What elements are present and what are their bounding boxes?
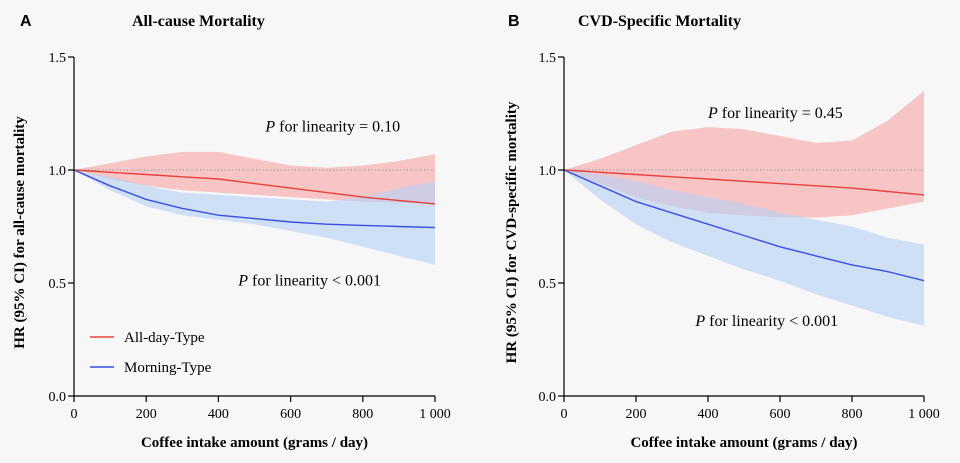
y-tick-label: 0.5	[49, 277, 67, 292]
chart-panel-b: B CVD-Specific Mortality 0.0 0.5 1.0 1.5 0 200 4…	[504, 13, 940, 451]
x-axis-title: Coffee intake amount (grams / day)	[630, 435, 857, 451]
linearity-annotation: P for linearity = 0.45	[707, 105, 843, 122]
x-tick-label: 600	[280, 407, 301, 422]
panel-letter: B	[508, 13, 520, 30]
ci-band-morning-type	[74, 170, 435, 265]
linearity-annotation: P for linearity < 0.001	[237, 272, 381, 289]
linearity-annotation: P for linearity = 0.10	[264, 119, 400, 136]
x-tick-label: 200	[626, 407, 647, 422]
y-tick-label: 1.0	[49, 164, 67, 179]
y-axis-title: HR (95% CI) for CVD-specific mortality	[504, 101, 520, 363]
x-tick-label: 800	[842, 407, 863, 422]
annotation-text: for linearity = 0.10	[275, 119, 400, 136]
y-tick-label: 1.5	[49, 51, 67, 66]
annotation-p-symbol: P	[707, 105, 718, 122]
annotation-text: for linearity < 0.001	[705, 313, 838, 330]
x-tick-label: 0	[71, 407, 78, 422]
series-line-morning-type	[73, 169, 436, 229]
y-axis-title: HR (95% CI) for all-cause mortality	[12, 116, 28, 349]
series-line-all-day-type	[563, 169, 925, 196]
series-line-morning-type	[563, 169, 925, 282]
x-tick-label: 200	[136, 407, 157, 422]
linearity-annotation: P for linearity < 0.001	[694, 313, 838, 330]
panel-letter: A	[20, 13, 32, 30]
x-tick-label: 400	[698, 407, 719, 422]
y-tick-label: 1.0	[539, 164, 557, 179]
x-tick-label: 800	[352, 407, 373, 422]
y-tick-label: 1.5	[539, 51, 557, 66]
annotation-text: for linearity < 0.001	[248, 272, 381, 289]
x-tick-label: 400	[208, 407, 229, 422]
y-tick-label: 0.5	[539, 277, 557, 292]
chart-panel-a: A All-cause Mortality 0.0 0.5 1.0 1.5 0 200 400 6…	[12, 13, 451, 451]
panel-title: All-cause Mortality	[132, 13, 265, 30]
legend-label: Morning-Type	[124, 360, 212, 376]
panel-title: CVD-Specific Mortality	[578, 13, 741, 30]
x-tick-label: 1 000	[908, 407, 940, 422]
y-tick-label: 0.0	[49, 390, 67, 405]
annotation-p-symbol: P	[237, 272, 248, 289]
x-tick-label: 600	[770, 407, 791, 422]
legend-label: All-day-Type	[124, 330, 205, 346]
y-tick-label: 0.0	[539, 390, 557, 405]
series-line-all-day-type	[73, 169, 436, 205]
annotation-p-symbol: P	[264, 119, 275, 136]
ci-band-morning-type	[564, 170, 924, 326]
legend: All-day-Type Morning-Type	[90, 330, 212, 376]
annotation-text: for linearity = 0.45	[718, 105, 843, 122]
ci-band-all-day-type	[74, 151, 435, 204]
x-axis-title: Coffee intake amount (grams / day)	[141, 435, 368, 451]
x-tick-label: 0	[561, 407, 568, 422]
annotation-p-symbol: P	[694, 313, 705, 330]
x-tick-label: 1 000	[419, 407, 451, 422]
